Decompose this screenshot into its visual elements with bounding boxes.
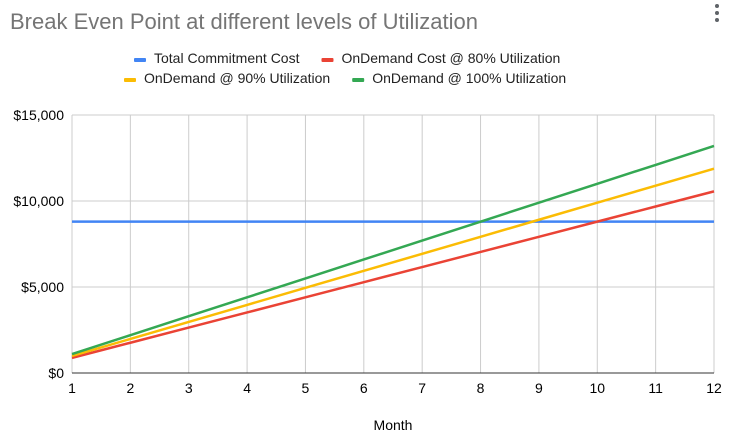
x-tick-label: 11 — [648, 380, 663, 396]
gridlines — [71, 114, 715, 373]
y-tick-label: $10,000 — [13, 193, 64, 209]
x-tick-label: 4 — [243, 380, 251, 396]
y-tick-label: $0 — [48, 365, 64, 381]
x-tick-label: 7 — [418, 380, 426, 396]
chart-title: Break Even Point at different levels of … — [10, 9, 478, 34]
x-tick-label: 5 — [302, 380, 310, 396]
legend-label: OnDemand @ 100% Utilization — [372, 70, 566, 86]
x-tick-label: 8 — [477, 380, 485, 396]
y-tick-label: $5,000 — [21, 279, 64, 295]
x-tick-label: 3 — [185, 380, 193, 396]
x-tick-label: 6 — [360, 380, 368, 396]
x-tick-label: 9 — [535, 380, 543, 396]
series-line-4 — [71, 144, 715, 356]
x-tick-label: 10 — [589, 380, 605, 396]
legend-label: OnDemand @ 90% Utilization — [144, 70, 330, 86]
x-axis-title: Month — [374, 417, 413, 433]
more-vert-icon[interactable] — [714, 4, 720, 26]
legend-swatch — [134, 58, 146, 62]
legend-swatch — [352, 78, 365, 82]
legend-swatch — [321, 58, 334, 62]
legend: Total Commitment Cost OnDemand Cost @ 80%… — [124, 50, 566, 86]
legend-swatch — [124, 78, 136, 82]
x-tick-label: 2 — [126, 380, 134, 396]
x-tick-label: 12 — [706, 380, 722, 396]
legend-label: OnDemand Cost @ 80% Utilization — [341, 50, 560, 66]
series-lines — [71, 144, 715, 360]
y-tick-label: $15,000 — [13, 107, 64, 123]
legend-label: Total Commitment Cost — [154, 50, 300, 66]
x-tick-label: 1 — [68, 380, 76, 396]
series-line-2 — [71, 190, 715, 360]
series-line-3 — [71, 167, 715, 358]
axes: 1 2 3 4 5 6 7 8 9 10 11 12$0$5,000$10,000$15,000 — [13, 107, 722, 396]
